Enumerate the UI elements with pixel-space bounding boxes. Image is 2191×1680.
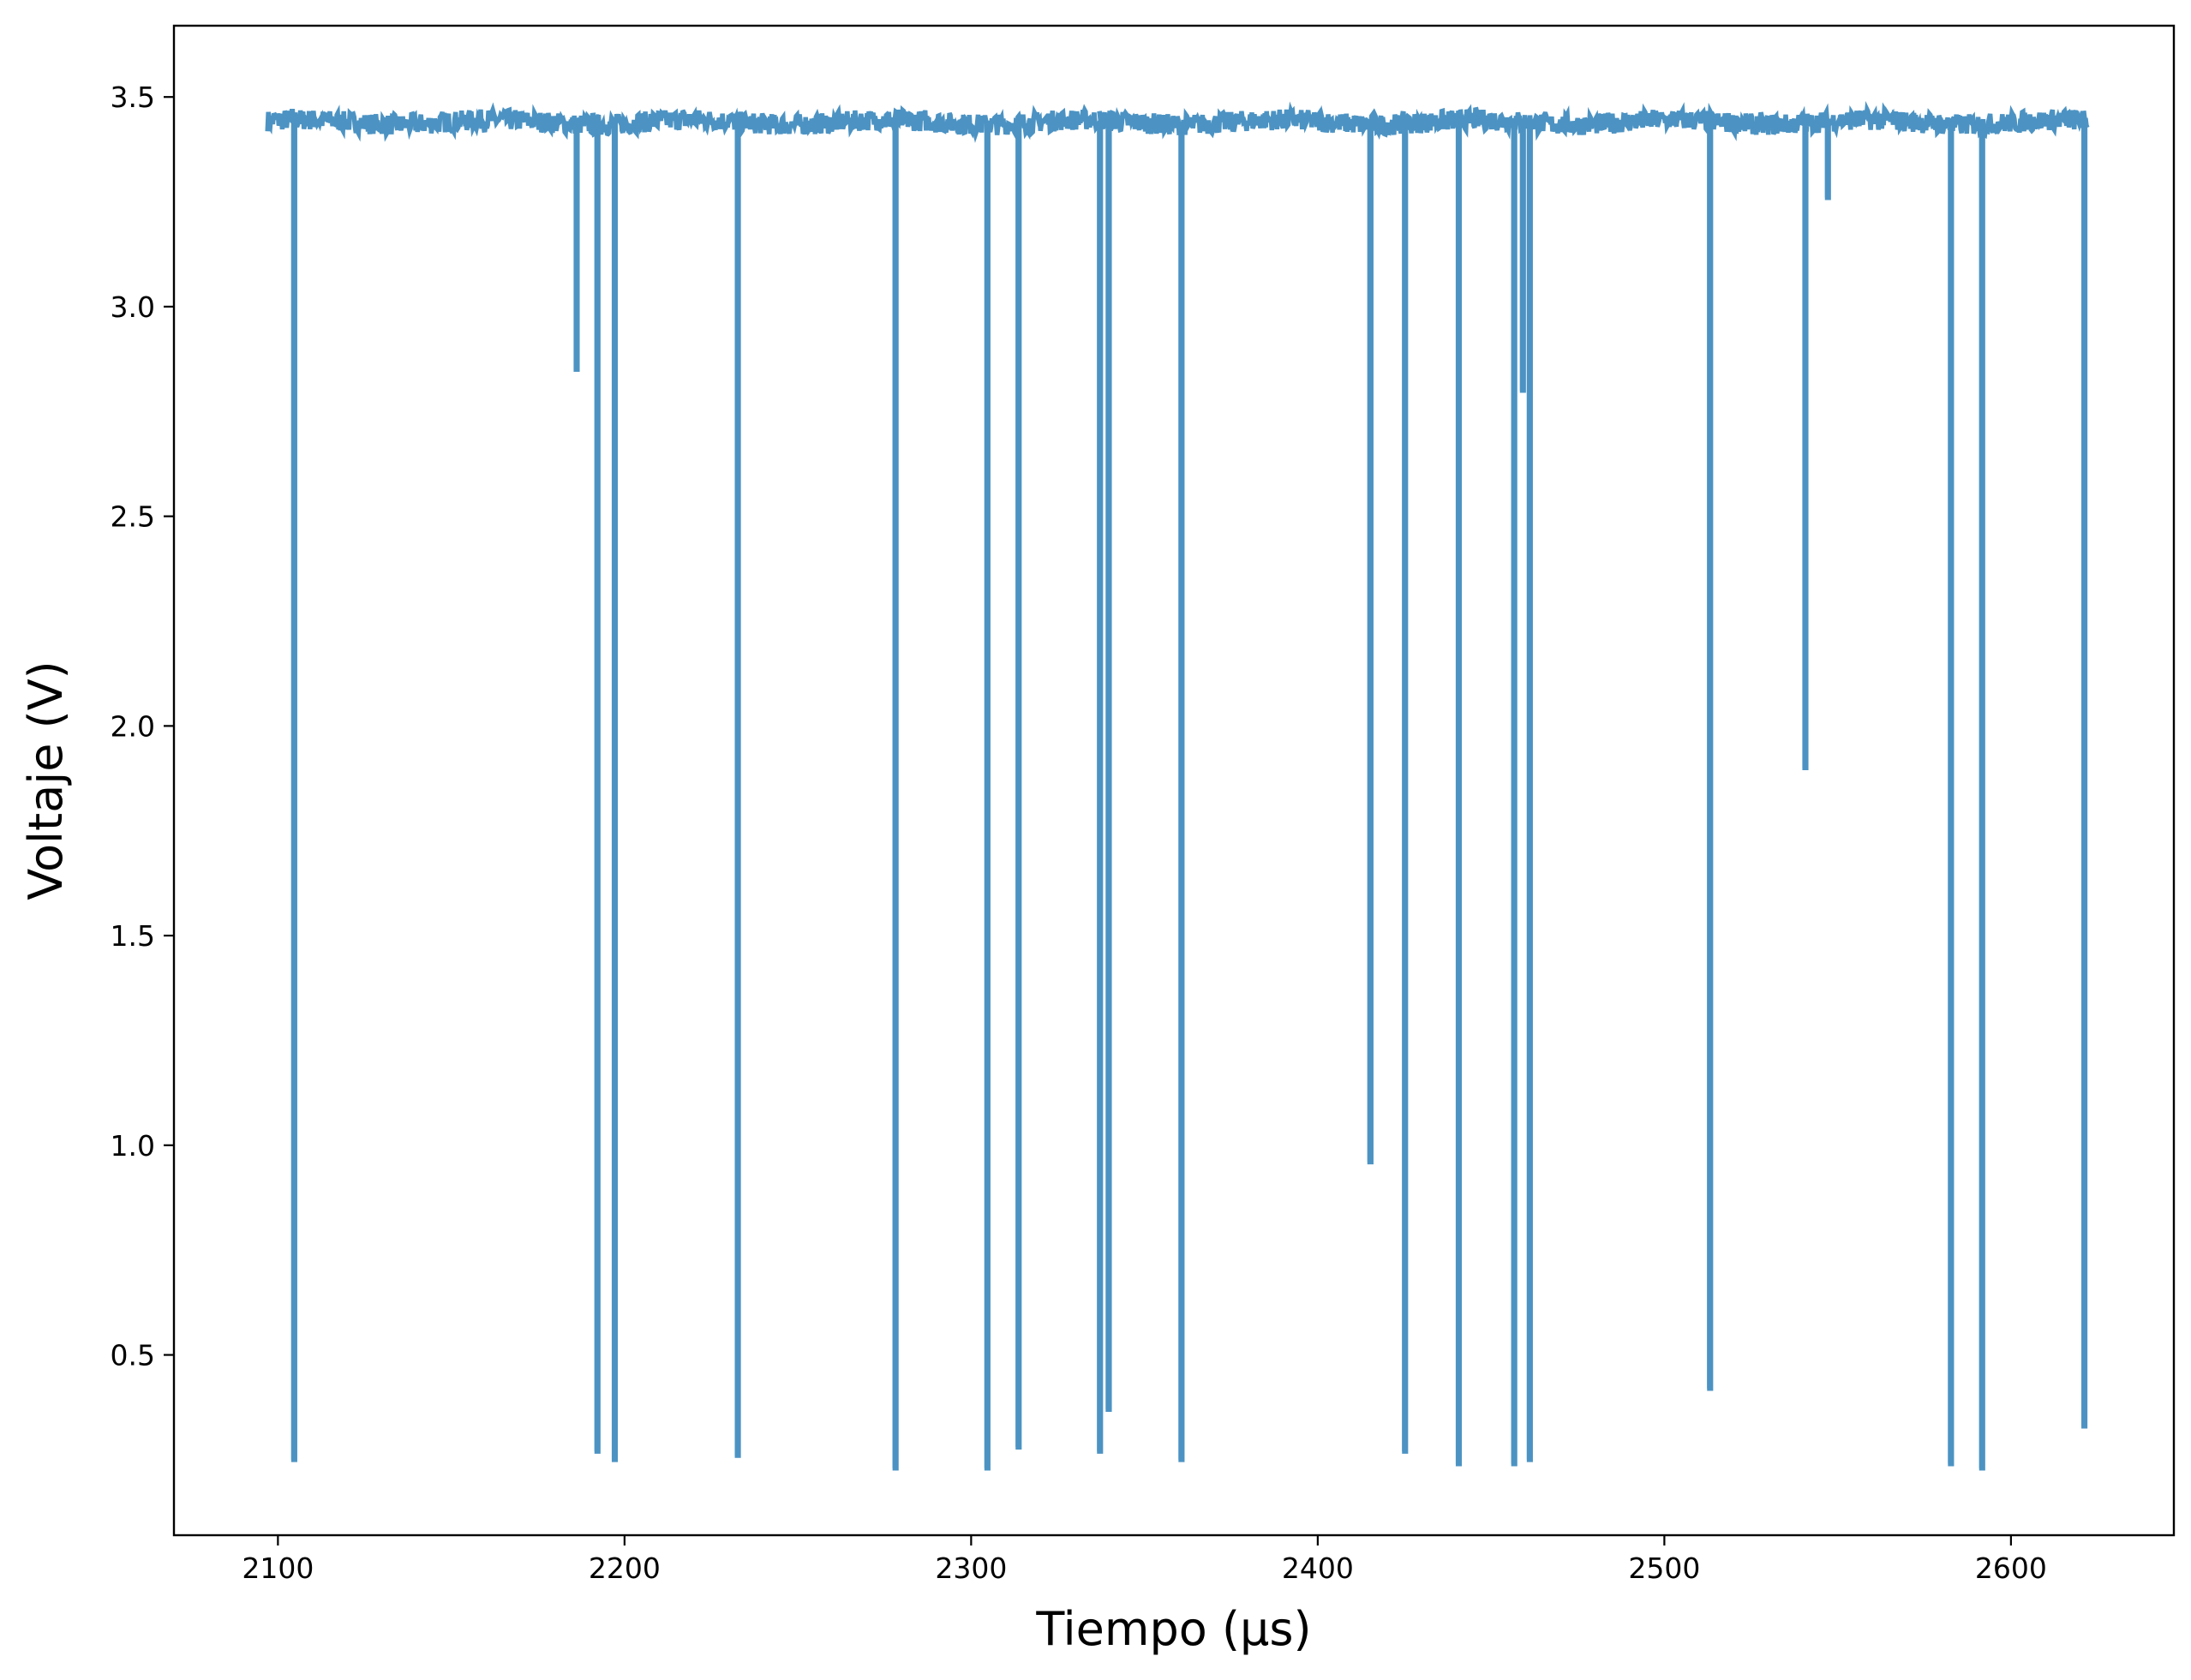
plot-frame <box>172 24 2176 1537</box>
y-tick-label: 3.5 <box>111 81 155 114</box>
x-axis-label: Tiempo (μs) <box>1035 1602 1311 1656</box>
x-tick-label: 2200 <box>589 1551 661 1585</box>
y-axis-label: Voltaje (V) <box>19 661 73 900</box>
x-tick-label: 2100 <box>242 1551 314 1585</box>
y-tick-label: 2.5 <box>111 500 155 534</box>
x-tick-label: 2600 <box>1975 1551 2047 1585</box>
y-tick-label: 1.5 <box>111 919 155 953</box>
x-tick-label: 2300 <box>935 1551 1007 1585</box>
y-tick-label: 1.0 <box>111 1129 155 1163</box>
y-tick-label: 2.0 <box>111 709 155 743</box>
x-tick-label: 2500 <box>1628 1551 1700 1585</box>
y-axis: 0.5 1.0 1.5 2.0 2.5 3.0 3.5 <box>111 81 174 1372</box>
x-axis: 2100 2200 2300 2400 2500 2600 <box>242 1535 2047 1585</box>
x-tick-label: 2400 <box>1282 1551 1354 1585</box>
y-tick-label: 0.5 <box>111 1339 155 1372</box>
y-tick-label: 3.0 <box>111 290 155 324</box>
series-layer <box>265 100 2090 1471</box>
